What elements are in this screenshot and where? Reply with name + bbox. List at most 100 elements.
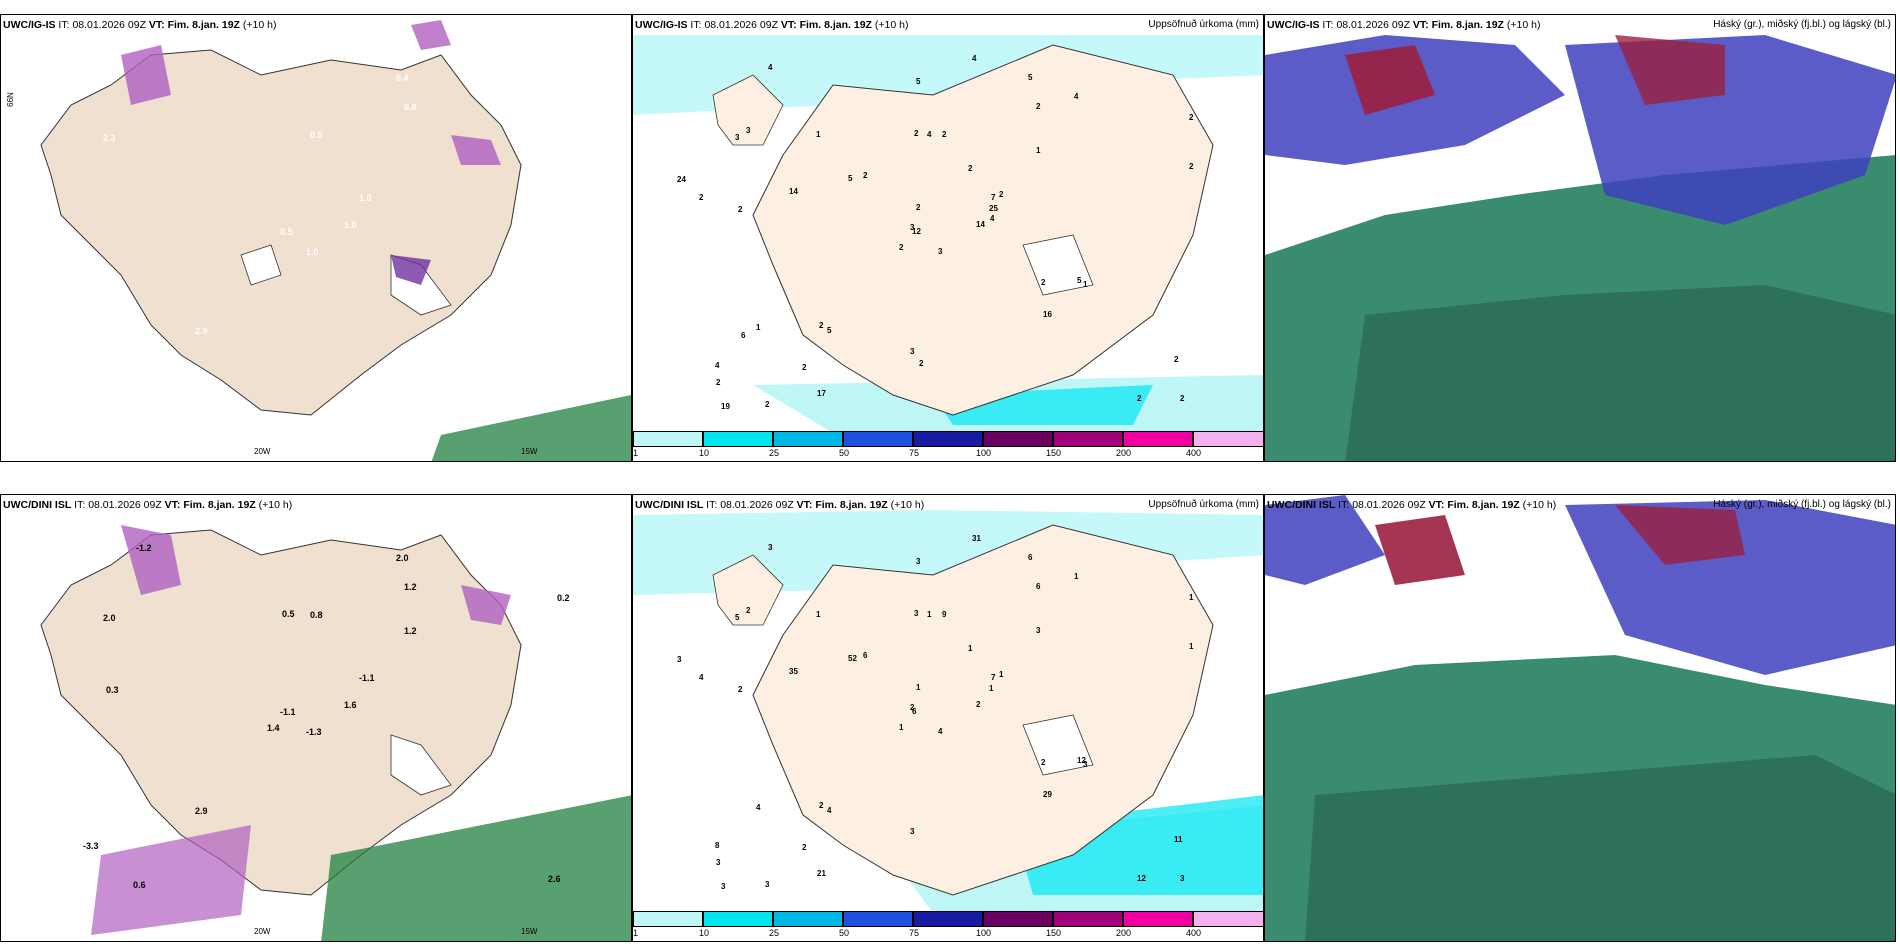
map-value-label: 1.6 — [344, 700, 357, 710]
panel-header: UWC/IG-IS IT: 08.01.2026 09Z VT: Fim. 8.… — [635, 19, 909, 31]
colorbar-segment — [1123, 431, 1193, 447]
map-value-label: 2 — [738, 205, 743, 214]
colorbar-segment — [1053, 911, 1123, 927]
map-value-label: 3 — [1083, 760, 1088, 769]
map-value-label: 0.6 — [133, 880, 146, 890]
colorbar-segment — [983, 911, 1053, 927]
map-value-label: 2 — [1041, 278, 1046, 287]
map-value-label: 1 — [816, 610, 821, 619]
precip-map-top — [633, 35, 1263, 433]
map-value-label: 1 — [968, 644, 973, 653]
map-value-label: 1 — [989, 684, 994, 693]
lon-label-20w: 20W — [254, 447, 271, 456]
map-value-label: 4 — [756, 803, 761, 812]
colorbar-segment — [1193, 911, 1263, 927]
map-value-label: 2.6 — [548, 874, 561, 884]
map-value-label: 9 — [942, 610, 947, 619]
precip-colorbar: 1 10 25 50 75 100 150 200 400 — [633, 911, 1263, 941]
map-value-label: 1 — [899, 723, 904, 732]
map-value-label: 2.3 — [103, 133, 116, 143]
colorbar-label: 150 — [1046, 448, 1062, 458]
map-value-label: 12 — [1077, 756, 1086, 765]
colorbar-label: 1 — [633, 928, 639, 938]
colorbar-label: 100 — [976, 928, 992, 938]
cloud-map-panel-top: UWC/IG-IS IT: 08.01.2026 09Z VT: Fim. 8.… — [1264, 14, 1896, 462]
map-value-label: 2 — [716, 378, 721, 387]
map-value-label: 4 — [827, 806, 832, 815]
map-value-label: -1.1 — [280, 707, 296, 717]
map-value-label: 19 — [721, 402, 730, 411]
map-value-label: -1.2 — [136, 543, 152, 553]
wind-map-top — [40, 20, 631, 461]
colorbar-segment — [843, 911, 913, 927]
colorbar-label: 1 — [633, 448, 639, 458]
map-value-label: 2 — [1189, 162, 1194, 171]
map-value-label: 1 — [999, 670, 1004, 679]
map-value-label: 3 — [716, 858, 721, 867]
map-value-label: 1 — [1189, 642, 1194, 651]
map-value-label: 2 — [819, 321, 824, 330]
cloud-map-bottom — [1265, 495, 1895, 941]
map-value-label: 2 — [976, 700, 981, 709]
map-value-label: 6 — [741, 331, 746, 340]
colorbar-label: 200 — [1116, 928, 1132, 938]
map-value-label: 5 — [827, 326, 832, 335]
map-value-label: 2 — [738, 685, 743, 694]
panel-header: UWC/IG-IS IT: 08.01.2026 09Z VT: Fim. 8.… — [3, 19, 277, 31]
map-value-label: 4 — [1074, 92, 1079, 101]
map-value-label: 14 — [789, 187, 798, 196]
map-value-label: 2 — [919, 359, 924, 368]
map-value-label: 3 — [1180, 874, 1185, 883]
map-value-label: 2 — [1036, 102, 1041, 111]
map-value-label: 2 — [746, 606, 751, 615]
colorbar-segment — [773, 911, 843, 927]
map-value-label: 1.0 — [344, 220, 357, 230]
map-value-label: 1 — [927, 610, 932, 619]
colorbar-label: 400 — [1186, 928, 1202, 938]
precip-colorbar: 1 10 25 50 75 100 150 200 400 — [633, 431, 1263, 461]
panel-header: UWC/DINI ISL IT: 08.01.2026 09Z VT: Fim.… — [3, 499, 293, 511]
map-value-label: 1 — [816, 130, 821, 139]
map-value-label: 1.2 — [404, 626, 417, 636]
map-value-label: 8 — [715, 841, 720, 850]
lon-label-15w: 15W — [521, 927, 538, 936]
map-value-label: 2 — [1180, 394, 1185, 403]
map-value-label: 4 — [927, 130, 932, 139]
map-value-label: 4 — [990, 214, 995, 223]
map-value-label: 6 — [912, 707, 917, 716]
map-value-label: 1 — [1189, 593, 1194, 602]
colorbar-segment — [913, 911, 983, 927]
map-value-label: 1.0 — [359, 193, 372, 203]
map-value-label: 3 — [735, 133, 740, 142]
wind-map-panel-top: UWC/IG-IS IT: 08.01.2026 09Z VT: Fim. 8.… — [0, 14, 632, 462]
map-value-label: 0.4 — [396, 73, 409, 83]
colorbar-label: 75 — [909, 928, 920, 938]
map-value-label: 29 — [1043, 790, 1052, 799]
colorbar-label: 25 — [769, 448, 780, 458]
map-value-label: 2 — [914, 129, 919, 138]
map-value-label: 3 — [910, 223, 915, 232]
map-value-label: 2 — [1137, 394, 1142, 403]
colorbar-segment — [1123, 911, 1193, 927]
panel-header: UWC/IG-IS IT: 08.01.2026 09Z VT: Fim. 8.… — [1267, 19, 1541, 31]
colorbar-segment — [983, 431, 1053, 447]
map-value-label: 7 — [991, 193, 996, 202]
map-value-label: 3 — [910, 347, 915, 356]
map-value-label: 2 — [999, 190, 1004, 199]
map-value-label: 2 — [699, 193, 704, 202]
map-value-label: 1 — [1036, 146, 1041, 155]
map-value-label: 0.8 — [310, 610, 323, 620]
map-value-label: 2.9 — [195, 326, 208, 336]
map-value-label: 2 — [765, 400, 770, 409]
map-value-label: 2.9 — [195, 806, 208, 816]
map-value-label: 2 — [1041, 758, 1046, 767]
map-value-label: 2.0 — [396, 553, 409, 563]
map-value-label: 21 — [817, 869, 826, 878]
panel-header: UWC/DINI ISL IT: 08.01.2026 09Z VT: Fim.… — [1267, 499, 1557, 511]
map-value-label: 2 — [863, 171, 868, 180]
map-value-label: 5 — [1077, 276, 1082, 285]
map-value-label: -3.3 — [83, 841, 99, 851]
map-value-label: -1.1 — [359, 673, 375, 683]
map-value-label: 1 — [756, 323, 761, 332]
map-value-label: 0.2 — [557, 593, 570, 603]
